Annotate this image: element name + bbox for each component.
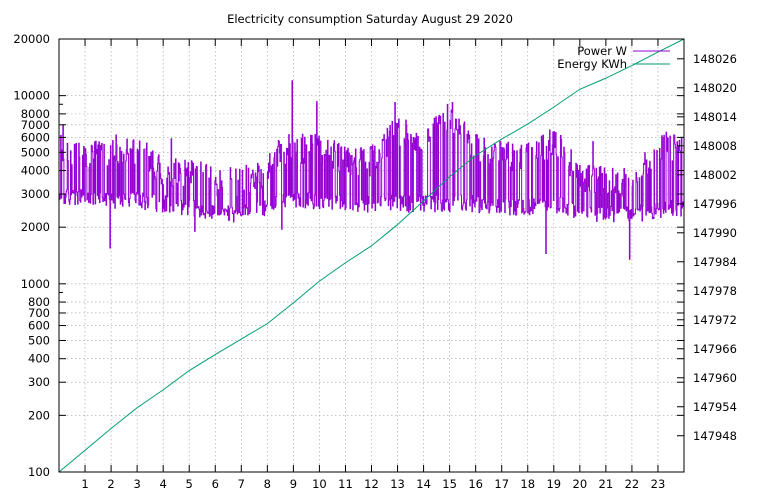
x-tick-label: 5: [186, 477, 193, 491]
y2-tick-label: 147972: [693, 313, 737, 327]
x-tick-label: 15: [442, 477, 457, 491]
y-tick-label: 20000: [13, 32, 50, 46]
y2-tick-label: 148026: [693, 52, 737, 66]
y-tick-label: 100: [28, 465, 50, 479]
x-tick-label: 11: [338, 477, 353, 491]
energy-series-line: [58, 38, 685, 473]
x-tick-label: 19: [546, 477, 561, 491]
grid-layer: [59, 39, 684, 472]
y-tick-label: 700: [28, 306, 50, 320]
y-tick-label: 1000: [21, 277, 50, 291]
x-tick-label: 10: [312, 477, 327, 491]
y-tick-label: 500: [28, 333, 50, 347]
legend: Power W Energy KWh: [557, 44, 670, 71]
x-tick-label: 2: [107, 477, 114, 491]
x-tick-label: 17: [494, 477, 509, 491]
y-tick-label: 6000: [21, 130, 50, 144]
x-tick-label: 9: [290, 477, 297, 491]
y2-tick-label: 148014: [693, 110, 737, 124]
y-tick-label: 5000: [21, 145, 50, 159]
x-tick-label: 6: [212, 477, 219, 491]
y2-tick-label: 147948: [693, 429, 737, 443]
power-series-line: [59, 80, 685, 260]
x-tick-label: 21: [599, 477, 614, 491]
x-tick-label: 14: [416, 477, 431, 491]
x-tick-label: 12: [364, 477, 379, 491]
energy-series-layer: [58, 38, 685, 473]
y-tick-label: 3000: [21, 187, 50, 201]
y2-tick-label: 147954: [693, 400, 737, 414]
y2-tick-label: 147996: [693, 197, 737, 211]
y2-tick-label: 147960: [693, 371, 737, 385]
y-tick-label: 800: [28, 295, 50, 309]
x-tick-label: 23: [651, 477, 666, 491]
y-tick-label: 300: [28, 375, 50, 389]
x-tick-label: 1: [81, 477, 88, 491]
y-tick-label: 10000: [13, 89, 50, 103]
legend-label-power: Power W: [577, 44, 627, 58]
x-tick-label: 7: [238, 477, 245, 491]
x-tick-label: 4: [160, 477, 167, 491]
y-tick-label: 2000: [21, 220, 50, 234]
y2-tick-label: 148002: [693, 168, 737, 182]
x-tick-label: 22: [625, 477, 640, 491]
y2-tick-label: 147978: [693, 284, 737, 298]
y-tick-label: 4000: [21, 164, 50, 178]
y2-tick-label: 147966: [693, 342, 737, 356]
x-tick-label: 3: [133, 477, 140, 491]
y2-tick-label: 147984: [693, 255, 737, 269]
y2-tick-label: 148008: [693, 139, 737, 153]
y-tick-label: 200: [28, 408, 50, 422]
y-tick-label: 7000: [21, 118, 50, 132]
x-tick-label: 8: [264, 477, 271, 491]
x-tick-label: 20: [573, 477, 588, 491]
x-tick-label: 16: [468, 477, 483, 491]
y2-tick-label: 147990: [693, 226, 737, 240]
power-series-layer: [59, 80, 685, 260]
legend-label-energy: Energy KWh: [557, 57, 627, 71]
x-tick-label: 18: [520, 477, 535, 491]
y-tick-label: 8000: [21, 107, 50, 121]
y-tick-label: 600: [28, 319, 50, 333]
y-tick-label: 400: [28, 352, 50, 366]
y2-tick-label: 148020: [693, 81, 737, 95]
chart-title: Electricity consumption Saturday August …: [227, 12, 513, 26]
x-tick-label: 13: [390, 477, 405, 491]
